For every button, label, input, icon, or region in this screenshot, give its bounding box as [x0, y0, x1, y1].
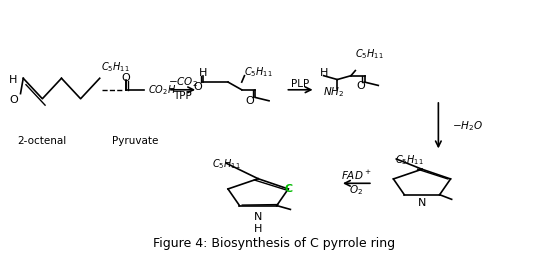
Text: Figure 4: Biosynthesis of C pyrrole ring: Figure 4: Biosynthesis of C pyrrole ring	[153, 237, 396, 250]
Text: H: H	[320, 68, 328, 78]
Text: O: O	[194, 82, 203, 92]
Text: $O_2$: $O_2$	[349, 183, 363, 197]
Text: TPP: TPP	[173, 91, 192, 101]
Text: $-H_2O$: $-H_2O$	[452, 119, 483, 133]
Text: H: H	[254, 225, 262, 234]
Text: H: H	[199, 68, 208, 78]
Text: PLP: PLP	[291, 79, 309, 89]
Text: $C_5H_{11}$: $C_5H_{11}$	[212, 157, 240, 171]
Text: C: C	[284, 184, 292, 194]
Text: O: O	[245, 96, 254, 106]
Text: $C_5H_{11}$: $C_5H_{11}$	[101, 61, 130, 74]
Text: O: O	[9, 95, 18, 105]
Text: 2-octenal: 2-octenal	[18, 136, 67, 146]
Text: O: O	[356, 81, 365, 91]
Text: $C_5H_{11}$: $C_5H_{11}$	[244, 65, 273, 79]
Text: $-CO_2$: $-CO_2$	[168, 75, 198, 89]
Text: $NH_2$: $NH_2$	[323, 85, 344, 99]
Text: N: N	[418, 198, 426, 207]
Text: O: O	[121, 73, 130, 83]
Text: $FAD^+$: $FAD^+$	[341, 169, 372, 182]
Text: $C_5H_{11}$: $C_5H_{11}$	[355, 47, 384, 61]
Text: $C_5H_{11}$: $C_5H_{11}$	[395, 153, 423, 167]
Text: $CO_2H$: $CO_2H$	[148, 83, 176, 97]
Text: N: N	[254, 212, 262, 222]
Text: H: H	[9, 75, 18, 84]
Text: Pyruvate: Pyruvate	[112, 136, 159, 146]
